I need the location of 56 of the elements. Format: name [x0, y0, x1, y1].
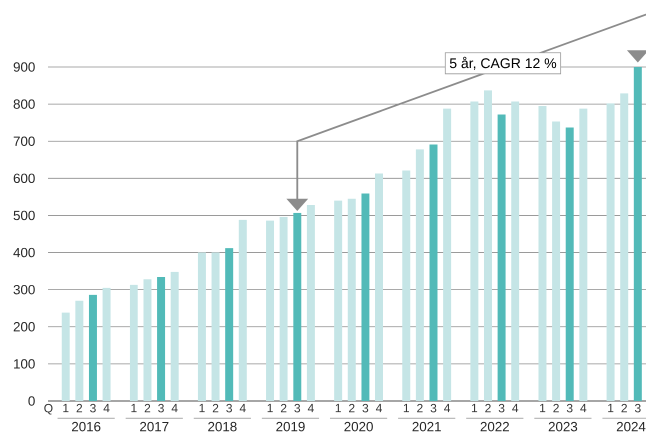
- x-tick-label: 4: [580, 404, 586, 412]
- x-tick-label: 4: [512, 404, 518, 412]
- text: 2018: [208, 422, 237, 432]
- x-tick-label: 3: [430, 404, 436, 412]
- x-tick-label: 2: [485, 404, 491, 412]
- x-tick-label: 3: [226, 404, 232, 412]
- x-tick-label: 1: [472, 404, 478, 412]
- x-tick-label: 2: [621, 404, 627, 412]
- x-tick-label: 4: [240, 404, 246, 412]
- y-tick-label: 900: [14, 62, 35, 72]
- x-tick-label: 2: [349, 404, 354, 412]
- x-tick-label: 1: [540, 404, 546, 412]
- x-tick-label: 2: [417, 404, 423, 412]
- x-tick-label: 1: [63, 404, 68, 412]
- x-tick-label: 1: [336, 404, 341, 412]
- x-tick-label: 3: [566, 404, 573, 412]
- y-tick-label: 300: [14, 284, 35, 294]
- x-tick-label: 2: [280, 404, 286, 412]
- text: 2016: [72, 422, 100, 432]
- x-tick-label: 4: [308, 404, 314, 412]
- y-tick-label: 200: [14, 322, 35, 332]
- x-tick-label: 1: [131, 404, 137, 412]
- text: 2019: [276, 422, 305, 432]
- x-tick-label: 1: [404, 404, 410, 412]
- text: 2021: [412, 422, 441, 432]
- x-tick-label: 4: [376, 404, 382, 412]
- x-tick-label: 3: [362, 404, 368, 412]
- x-tick-label: 1: [608, 404, 614, 412]
- x-tick-label: 1: [268, 404, 273, 412]
- y-tick-label: 800: [14, 99, 35, 109]
- y-tick-label: 100: [14, 359, 35, 369]
- text: 2020: [344, 422, 373, 432]
- y-tick-label: 400: [13, 248, 35, 258]
- x-tick-label: 2: [212, 404, 218, 412]
- x-axis-title: Q: [44, 404, 52, 415]
- text: 2024: [616, 422, 646, 432]
- x-tick-label: 3: [294, 404, 300, 412]
- y-tick-label: 0: [28, 396, 35, 406]
- x-tick-label: 2: [144, 404, 150, 412]
- x-tick-label: 3: [90, 404, 96, 412]
- x-tick-label: 3: [634, 404, 641, 412]
- y-tick-label: 500: [14, 210, 35, 220]
- y-tick-label: 700: [14, 136, 35, 146]
- x-tick-label: 2: [553, 404, 559, 412]
- x-tick-label: 1: [200, 404, 205, 412]
- text: 2017: [140, 422, 168, 432]
- x-tick-label: 4: [172, 404, 178, 412]
- annotation: 5 år, CAGR 12 %: [450, 56, 556, 70]
- y-tick-label: 600: [14, 174, 35, 184]
- x-tick-label: 4: [104, 404, 110, 412]
- x-tick-label: 4: [444, 404, 450, 412]
- text: 2023: [548, 422, 578, 432]
- text: 2022: [480, 422, 509, 432]
- x-tick-label: 2: [76, 404, 82, 412]
- x-tick-label: 3: [498, 404, 504, 412]
- x-tick-label: 3: [158, 404, 164, 412]
